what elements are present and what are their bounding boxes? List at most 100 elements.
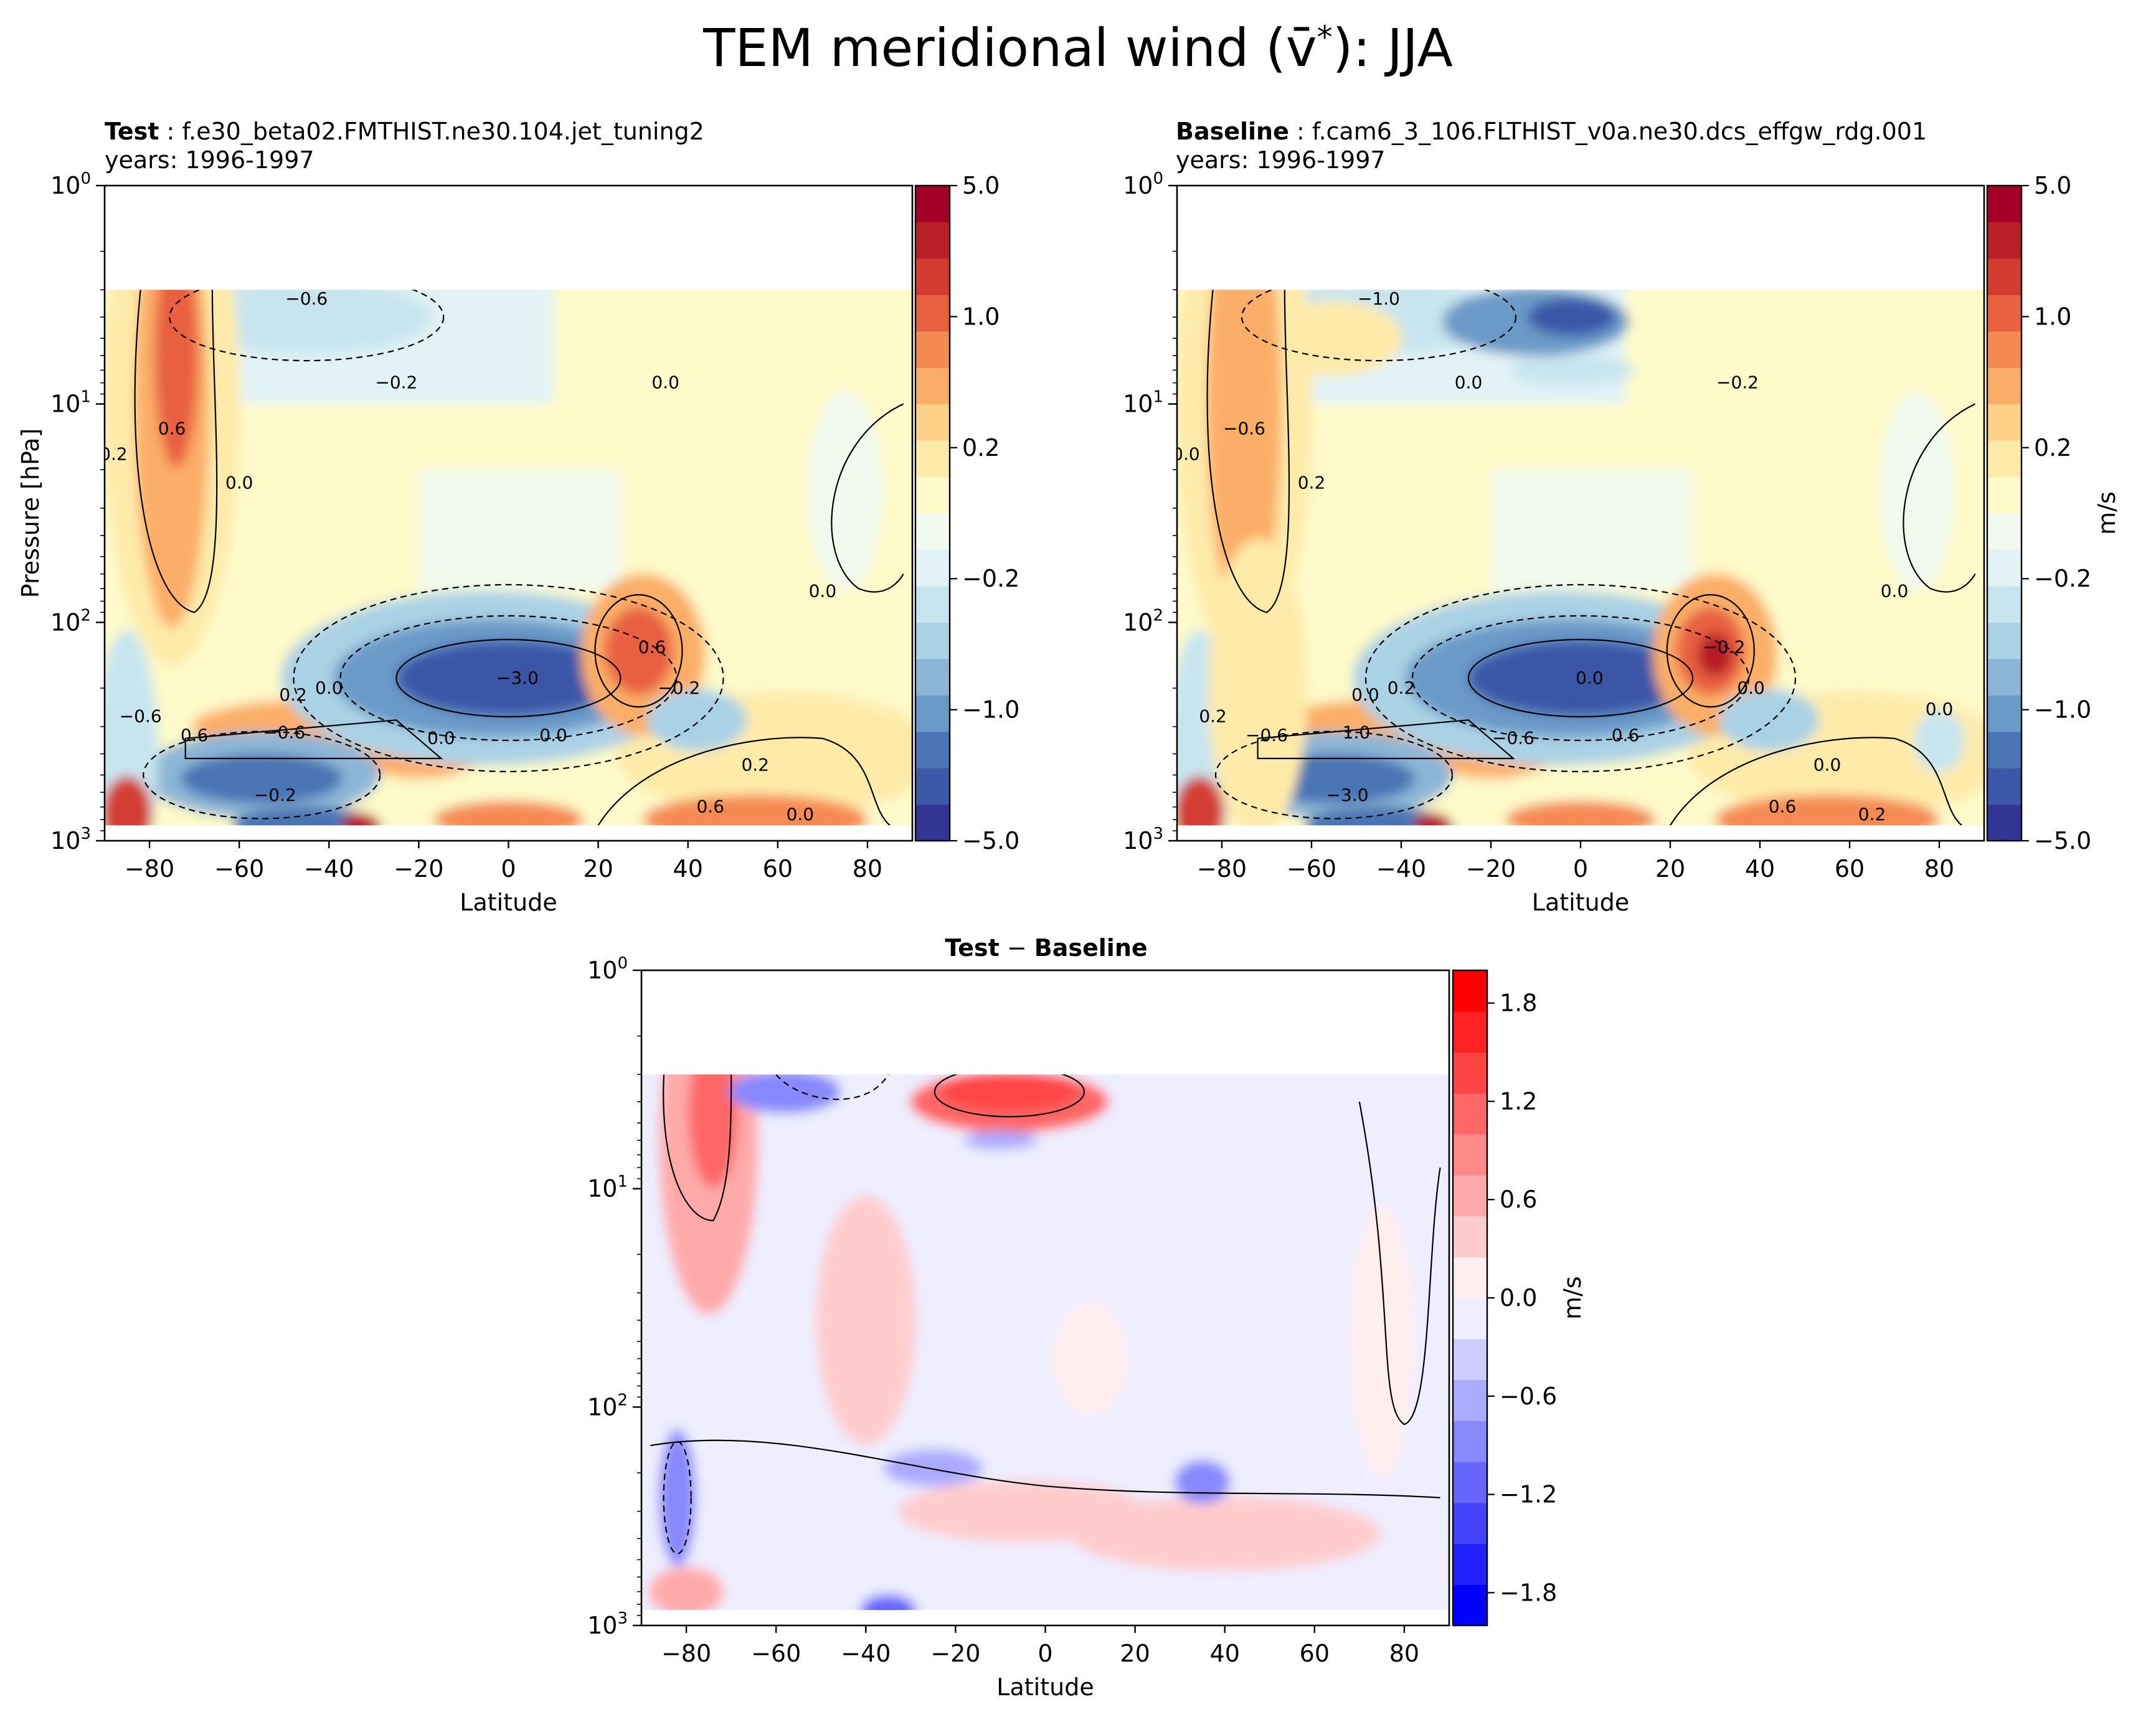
x-tick-label: −20 bbox=[1466, 855, 1516, 882]
colorbar-tick-label: −5.0 bbox=[2034, 827, 2091, 854]
x-tick-label: 0 bbox=[1038, 1640, 1052, 1667]
polar-low-negative bbox=[105, 629, 159, 826]
contour-label: 0.2 bbox=[1388, 678, 1416, 698]
tropical-contour bbox=[1467, 638, 1694, 717]
y-tick-label: 100 bbox=[1123, 169, 1163, 199]
contour-label: 0.6 bbox=[1612, 725, 1640, 745]
colorbar-swatch bbox=[1987, 367, 2021, 405]
baseline-panel-title-line1: Baseline : f.cam6_3_106.FLTHIST_v0a.ne30… bbox=[1176, 118, 1927, 145]
contour-label: 0.2 bbox=[1199, 706, 1227, 727]
north-polar-negative bbox=[1914, 710, 1964, 773]
north-upper-contour bbox=[1903, 403, 1976, 593]
upper-negative-contour bbox=[169, 290, 445, 362]
x-tick-label: −80 bbox=[125, 855, 174, 882]
x-tick-label: −80 bbox=[661, 1640, 711, 1667]
contour-field: −0.6 0.6 −0.2 0.0 0.2 0.0 0.0 0.6 −3.0 0.2 0.0 −0.2… bbox=[105, 290, 912, 826]
x-tick-label: 0 bbox=[1573, 855, 1588, 882]
x-tick-label: −40 bbox=[304, 855, 354, 882]
north-surface-positive bbox=[1715, 795, 1939, 826]
colorbar-swatch bbox=[1987, 331, 2021, 368]
difference-panel: −80 −60 −40 −20 0 20 40 60 80 Latitude 103 102 101 10… bbox=[587, 954, 1586, 1701]
north-band-contour bbox=[597, 737, 891, 826]
colorbar-swatch bbox=[1453, 1462, 1487, 1503]
north-positive-strip bbox=[1350, 1204, 1413, 1478]
colorbar-swatch bbox=[1987, 695, 2021, 732]
contour-label: 0.0 bbox=[539, 725, 567, 745]
x-tick-label: −40 bbox=[1376, 855, 1426, 882]
contour-label: 0.2 bbox=[279, 684, 307, 705]
contour-label: 0.2 bbox=[742, 754, 770, 775]
colorbar-swatch bbox=[1453, 1216, 1487, 1257]
x-tick-label: 0 bbox=[501, 855, 516, 882]
colorbar-swatch bbox=[1987, 295, 2021, 332]
colorbar-swatch bbox=[915, 186, 950, 223]
y-tick-label: 102 bbox=[1123, 606, 1163, 636]
colorbar-swatch bbox=[1453, 1502, 1487, 1545]
polar-low-contour bbox=[663, 1441, 692, 1554]
mid-neutral bbox=[1491, 470, 1693, 589]
colorbar-swatch bbox=[1453, 1011, 1487, 1053]
equator-surface-positive bbox=[1506, 801, 1655, 826]
colorbar-swatch bbox=[1987, 258, 2021, 295]
colorbar-swatch bbox=[1987, 404, 2021, 441]
contour-labels: −1.0 −0.6 0.0 −0.2 0.0 0.2 0.0 −0.2 0.0 0.0 0.2 0.0… bbox=[1177, 288, 1953, 825]
upper-negative-small bbox=[963, 1130, 1038, 1150]
contour-label: −0.6 bbox=[1492, 728, 1534, 749]
colorbar-swatch bbox=[1453, 1175, 1487, 1217]
contour-label: −0.2 bbox=[375, 372, 417, 393]
colorbar-tick-label: 0.0 bbox=[1500, 1284, 1537, 1312]
colorbar-tick-label: 5.0 bbox=[2034, 172, 2071, 199]
y-tick-label: 103 bbox=[1123, 825, 1163, 854]
colorbar-swatch bbox=[915, 585, 950, 623]
contour-label: −0.6 bbox=[1246, 725, 1288, 745]
colorbar-tick-label: 0.2 bbox=[2034, 434, 2071, 461]
x-tick-label: −60 bbox=[751, 1640, 801, 1667]
colorbar-swatch bbox=[915, 476, 950, 514]
south-low-contour bbox=[143, 731, 381, 820]
contour-field: −1.0 −0.6 0.0 −0.2 0.0 0.2 0.0 −0.2 0.0 0.0 0.2 0.0… bbox=[1177, 288, 1984, 826]
contour-lines bbox=[1206, 290, 1976, 826]
colorbar-tick-label: 1.8 bbox=[1500, 990, 1537, 1017]
contour-lines bbox=[134, 290, 904, 826]
contour-label: 0.0 bbox=[225, 473, 253, 493]
x-tick-label: −40 bbox=[841, 1640, 891, 1667]
colorbar-swatch bbox=[1453, 1379, 1487, 1421]
colorbar-swatch bbox=[1987, 585, 2021, 623]
y-tick-label: 103 bbox=[587, 1609, 628, 1639]
north-band-contour bbox=[1670, 737, 1962, 826]
upper-contour bbox=[934, 1074, 1085, 1118]
colorbar-swatch bbox=[915, 695, 950, 732]
contour-label: −0.6 bbox=[120, 706, 162, 727]
surface-positive-spot bbox=[341, 813, 379, 826]
diff-sep: − bbox=[999, 934, 1034, 962]
colorbar: 5.0 1.0 0.2 −0.2 −1.0 −5.0 m/s bbox=[1986, 172, 2121, 854]
colorbar-swatch bbox=[915, 404, 950, 441]
colorbar-tick-label: −0.6 bbox=[1500, 1383, 1557, 1410]
colorbar-tick-label: −1.8 bbox=[1500, 1579, 1557, 1606]
north-contour bbox=[1358, 1101, 1441, 1426]
x-tick-label: −60 bbox=[1287, 855, 1336, 882]
test-case-name: f.e30_beta02.FMTHIST.ne30.104.jet_tuning… bbox=[182, 118, 704, 145]
test-years: years: 1996-1997 bbox=[105, 146, 314, 174]
polar-surface-positive bbox=[1177, 776, 1224, 826]
figure-title-main: TEM meridional wind ( bbox=[703, 17, 1286, 78]
colorbar-swatch bbox=[915, 804, 950, 841]
y-tick-label: 101 bbox=[50, 388, 91, 418]
contour-field bbox=[641, 1074, 1449, 1611]
north-negative-blob bbox=[647, 689, 747, 752]
figure-title-sup: * bbox=[1317, 19, 1333, 55]
contour-label: 0.2 bbox=[1858, 804, 1886, 825]
y-tick-label: 100 bbox=[587, 954, 628, 984]
contour-label: 0.0 bbox=[1813, 754, 1842, 775]
polar-positive-core bbox=[688, 1074, 739, 1188]
contour-label: 0.6 bbox=[1769, 797, 1797, 817]
colorbar-swatch bbox=[915, 440, 950, 478]
colorbar-swatch bbox=[915, 658, 950, 696]
north-low-positive bbox=[1069, 1496, 1381, 1571]
contour-label: −1.0 bbox=[1358, 288, 1400, 309]
colorbar-swatch bbox=[1987, 731, 2021, 769]
colorbar-tick-label: −1.0 bbox=[2034, 696, 2091, 724]
south-low-negative-core bbox=[181, 754, 343, 804]
polar-positive-core bbox=[154, 290, 199, 468]
y-tick-label: 102 bbox=[587, 1391, 628, 1421]
